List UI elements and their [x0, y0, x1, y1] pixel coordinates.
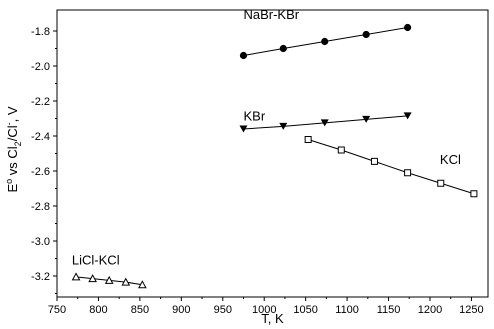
data-point-kbr [320, 119, 329, 127]
y-tick-label: -2.4 [31, 131, 50, 143]
y-tick-label: -3.0 [31, 236, 50, 248]
series-line-kcl [307, 139, 475, 195]
data-point-nabr-kbr [239, 51, 248, 60]
data-point-kcl [404, 169, 412, 177]
data-point-licl-kcl [104, 275, 114, 284]
data-point-licl-kcl [138, 280, 147, 289]
y-tick-label: -1.8 [31, 26, 50, 38]
series-nabr-kbr [239, 23, 412, 60]
data-point-kcl [337, 146, 345, 154]
data-point-kcl [304, 136, 312, 143]
y-tick-label: -2.6 [31, 166, 50, 178]
x-tick-label: 850 [131, 304, 149, 316]
x-tick-label: 750 [48, 304, 66, 316]
series-label-licl-kcl: LiCl-KCl [72, 253, 120, 268]
x-tick-label: 900 [172, 304, 190, 316]
data-point-kbr [362, 115, 371, 123]
y-tick-label: -2.0 [31, 61, 50, 73]
tick-labels: 750 800 850 900 950 1000 1050 1100 1150 1200 1250 -… [31, 26, 484, 316]
tick-marks [53, 30, 472, 301]
series-kcl [304, 136, 478, 198]
plot-frame [56, 9, 489, 298]
x-tick-label: 800 [89, 304, 107, 316]
y-axis-title-mid: vs Cl [5, 146, 20, 179]
x-tick-label: 1150 [377, 304, 401, 316]
y-axis-title-base: E [5, 184, 20, 193]
data-point-kbr [239, 125, 248, 133]
data-point-kbr [279, 122, 288, 130]
series-label-kcl: KCl [440, 152, 461, 167]
data-point-kcl [470, 190, 478, 198]
data-point-kcl [370, 157, 378, 165]
data-point-kcl [437, 179, 445, 187]
y-axis-title-tail: /Cl [5, 125, 20, 141]
x-tick-label: 1050 [293, 304, 317, 316]
y-axis-title-sup: o [4, 179, 14, 184]
data-point-nabr-kbr [321, 37, 329, 46]
x-tick-label: 950 [214, 304, 232, 316]
y-axis-title-end: , V [5, 106, 20, 122]
y-axis-title-sup2: - [4, 122, 14, 125]
series-label-nabr-kbr: NaBr-KBr [243, 7, 299, 22]
series-group [71, 23, 478, 289]
x-tick-label: 1250 [459, 304, 483, 316]
y-tick-label: -3.2 [31, 271, 50, 283]
series-licl-kcl [71, 272, 147, 289]
y-axis-title: Eo vs Cl2/Cl-, V [4, 106, 23, 192]
data-point-nabr-kbr [404, 23, 412, 32]
axes [56, 9, 489, 298]
y-axis-title-sub: 2 [13, 141, 23, 146]
series-label-kbr: KBr [243, 108, 265, 123]
series-labels: NaBr-KBr KBr KCl LiCl-KCl [72, 7, 461, 268]
data-point-licl-kcl [121, 277, 131, 286]
data-point-nabr-kbr [279, 44, 287, 53]
data-point-licl-kcl [71, 272, 81, 281]
series-kbr [239, 112, 412, 133]
data-point-kbr [403, 112, 412, 120]
x-tick-label: 1200 [418, 304, 442, 316]
data-point-nabr-kbr [362, 30, 370, 39]
y-tick-label: -2.8 [31, 201, 50, 213]
x-axis-title: T, K [261, 311, 284, 326]
y-tick-label: -2.2 [31, 96, 50, 108]
x-tick-label: 1100 [335, 304, 359, 316]
data-point-licl-kcl [88, 274, 97, 283]
x-tick-label: 1000 [252, 304, 276, 316]
